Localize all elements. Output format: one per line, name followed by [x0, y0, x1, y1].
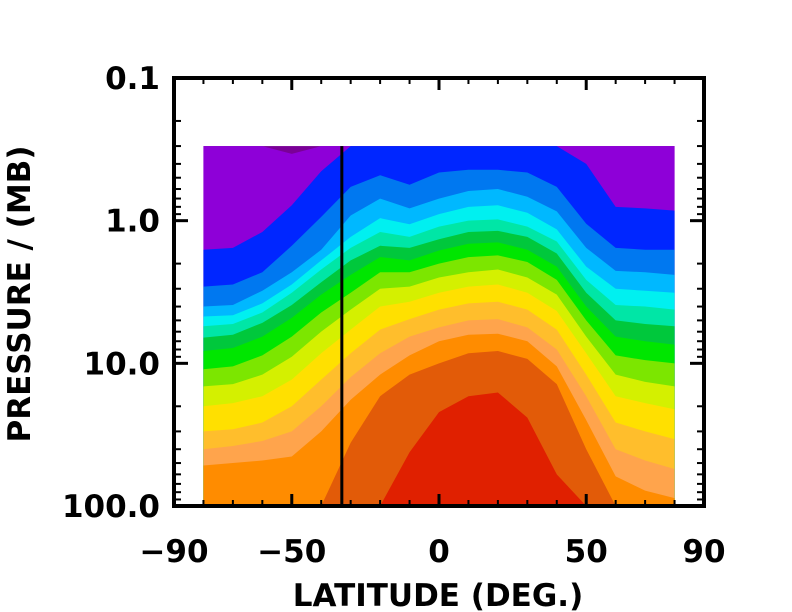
- x-axis-title: LATITUDE (DEG.): [293, 578, 584, 612]
- x-tick-label: −50: [257, 534, 326, 570]
- y-tick-label: 0.1: [105, 61, 160, 97]
- x-tick-label: −90: [139, 534, 208, 570]
- y-tick-label: 100.0: [62, 489, 160, 525]
- y-tick-label: 1.0: [105, 204, 160, 240]
- y-axis-ticks: 0.1 1.0 10.0 100.0: [62, 61, 704, 525]
- x-tick-label: 90: [682, 534, 725, 570]
- x-tick-label: 0: [428, 534, 450, 570]
- contour-band-16: [203, 392, 675, 506]
- y-tick-label: 10.0: [84, 346, 161, 382]
- x-tick-label: 50: [565, 534, 608, 570]
- x-axis-ticks: −90 −50 0 50 90: [139, 78, 726, 570]
- y-axis-title: PRESSURE / (MB): [2, 146, 38, 443]
- contour-fill-layer: [203, 146, 675, 507]
